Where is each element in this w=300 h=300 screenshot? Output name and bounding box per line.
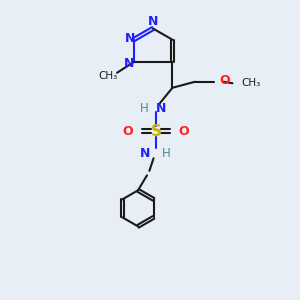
Text: N: N — [124, 57, 134, 70]
Text: H: H — [140, 102, 148, 115]
Text: N: N — [148, 15, 158, 28]
Text: O: O — [178, 125, 189, 138]
Text: S: S — [151, 124, 161, 139]
Text: CH₃: CH₃ — [241, 78, 260, 88]
Text: O: O — [123, 125, 134, 138]
Text: CH₃: CH₃ — [98, 71, 118, 81]
Text: N: N — [140, 147, 151, 160]
Text: N: N — [156, 102, 166, 115]
Text: H: H — [161, 147, 170, 160]
Text: N: N — [125, 32, 136, 45]
Text: O: O — [219, 74, 230, 87]
